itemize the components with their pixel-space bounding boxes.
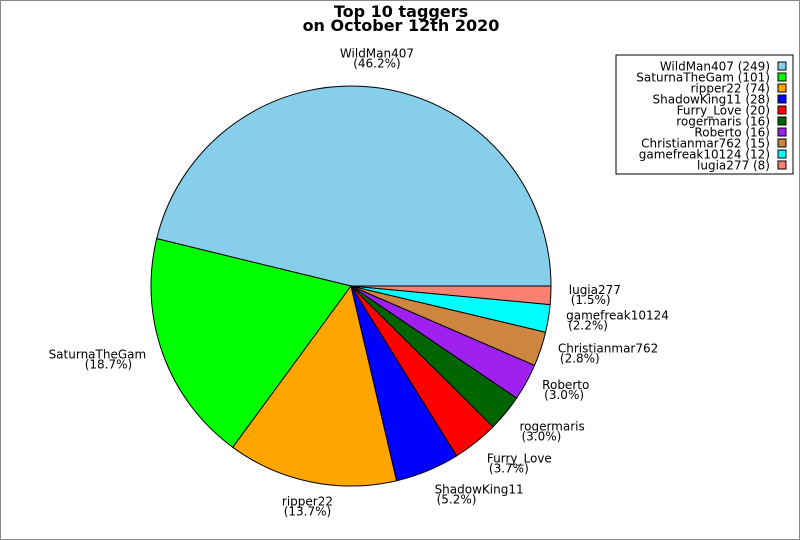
slice-label: lugia277 <box>569 283 621 297</box>
legend-swatch <box>777 94 787 104</box>
legend-swatch <box>777 138 787 148</box>
slice-percent-label: (2.2%) <box>568 318 608 332</box>
slice-percent-label: (3.0%) <box>544 388 584 402</box>
slice-label: Christianmar762 <box>558 342 658 356</box>
slice-percent-label: (3.7%) <box>489 461 529 475</box>
slice-label: WildMan407 <box>340 47 414 61</box>
legend-swatch <box>777 72 787 82</box>
slice-label: Furry_Love <box>487 451 552 465</box>
pie-slice-1 <box>150 238 352 449</box>
chart-title-line-1: Top 10 taggers <box>334 2 468 21</box>
pie-slice-9 <box>350 285 552 306</box>
legend-entry-label: SaturnaTheGam (101) <box>636 71 770 85</box>
chart-title-line-2: on October 12th 2020 <box>303 16 500 35</box>
slice-label: gamefreak10124 <box>566 308 669 322</box>
legend-swatch <box>777 127 787 137</box>
slice-percent-label: (18.7%) <box>85 358 132 372</box>
legend-swatch <box>777 83 787 93</box>
legend-swatch <box>777 116 787 126</box>
legend-swatch <box>777 149 787 159</box>
legend-entry-label: Christianmar762 (15) <box>641 137 770 151</box>
slice-percent-label: (5.2%) <box>437 492 477 506</box>
legend: WildMan407 (249)SaturnaTheGam (101)rippe… <box>615 54 794 175</box>
slice-label: rogermaris <box>519 419 584 433</box>
pie-slice-0 <box>156 85 552 287</box>
legend-entry-label: gamefreak10124 (12) <box>639 148 770 162</box>
legend-entry-label: Roberto (16) <box>694 126 770 140</box>
slice-label: ripper22 <box>282 495 333 509</box>
legend-entry-label: Furry_Love (20) <box>677 104 770 118</box>
legend-entry-label: rogermaris (16) <box>676 115 770 129</box>
slice-label: ShadowKing11 <box>435 482 524 496</box>
slice-label: SaturnaTheGam <box>49 348 147 362</box>
legend-box <box>615 54 794 175</box>
legend-entry-label: ShadowKing11 (28) <box>653 93 771 107</box>
legend-swatch <box>777 160 787 170</box>
slice-percent-label: (46.2%) <box>353 57 400 71</box>
slice-label: Roberto <box>542 378 589 392</box>
legend-entry-label: lugia277 (8) <box>697 159 770 173</box>
legend-swatch <box>777 105 787 115</box>
legend-entry-label: WildMan407 (249) <box>660 60 770 74</box>
slice-percent-label: (3.0%) <box>521 429 561 443</box>
legend-entry-label: ripper22 (74) <box>690 82 770 96</box>
slice-percent-label: (13.7%) <box>284 505 331 519</box>
slice-percent-label: (2.8%) <box>560 352 600 366</box>
slice-percent-label: (1.5%) <box>571 293 611 307</box>
pie-slice-2 <box>232 284 398 487</box>
legend-swatch <box>777 61 787 71</box>
